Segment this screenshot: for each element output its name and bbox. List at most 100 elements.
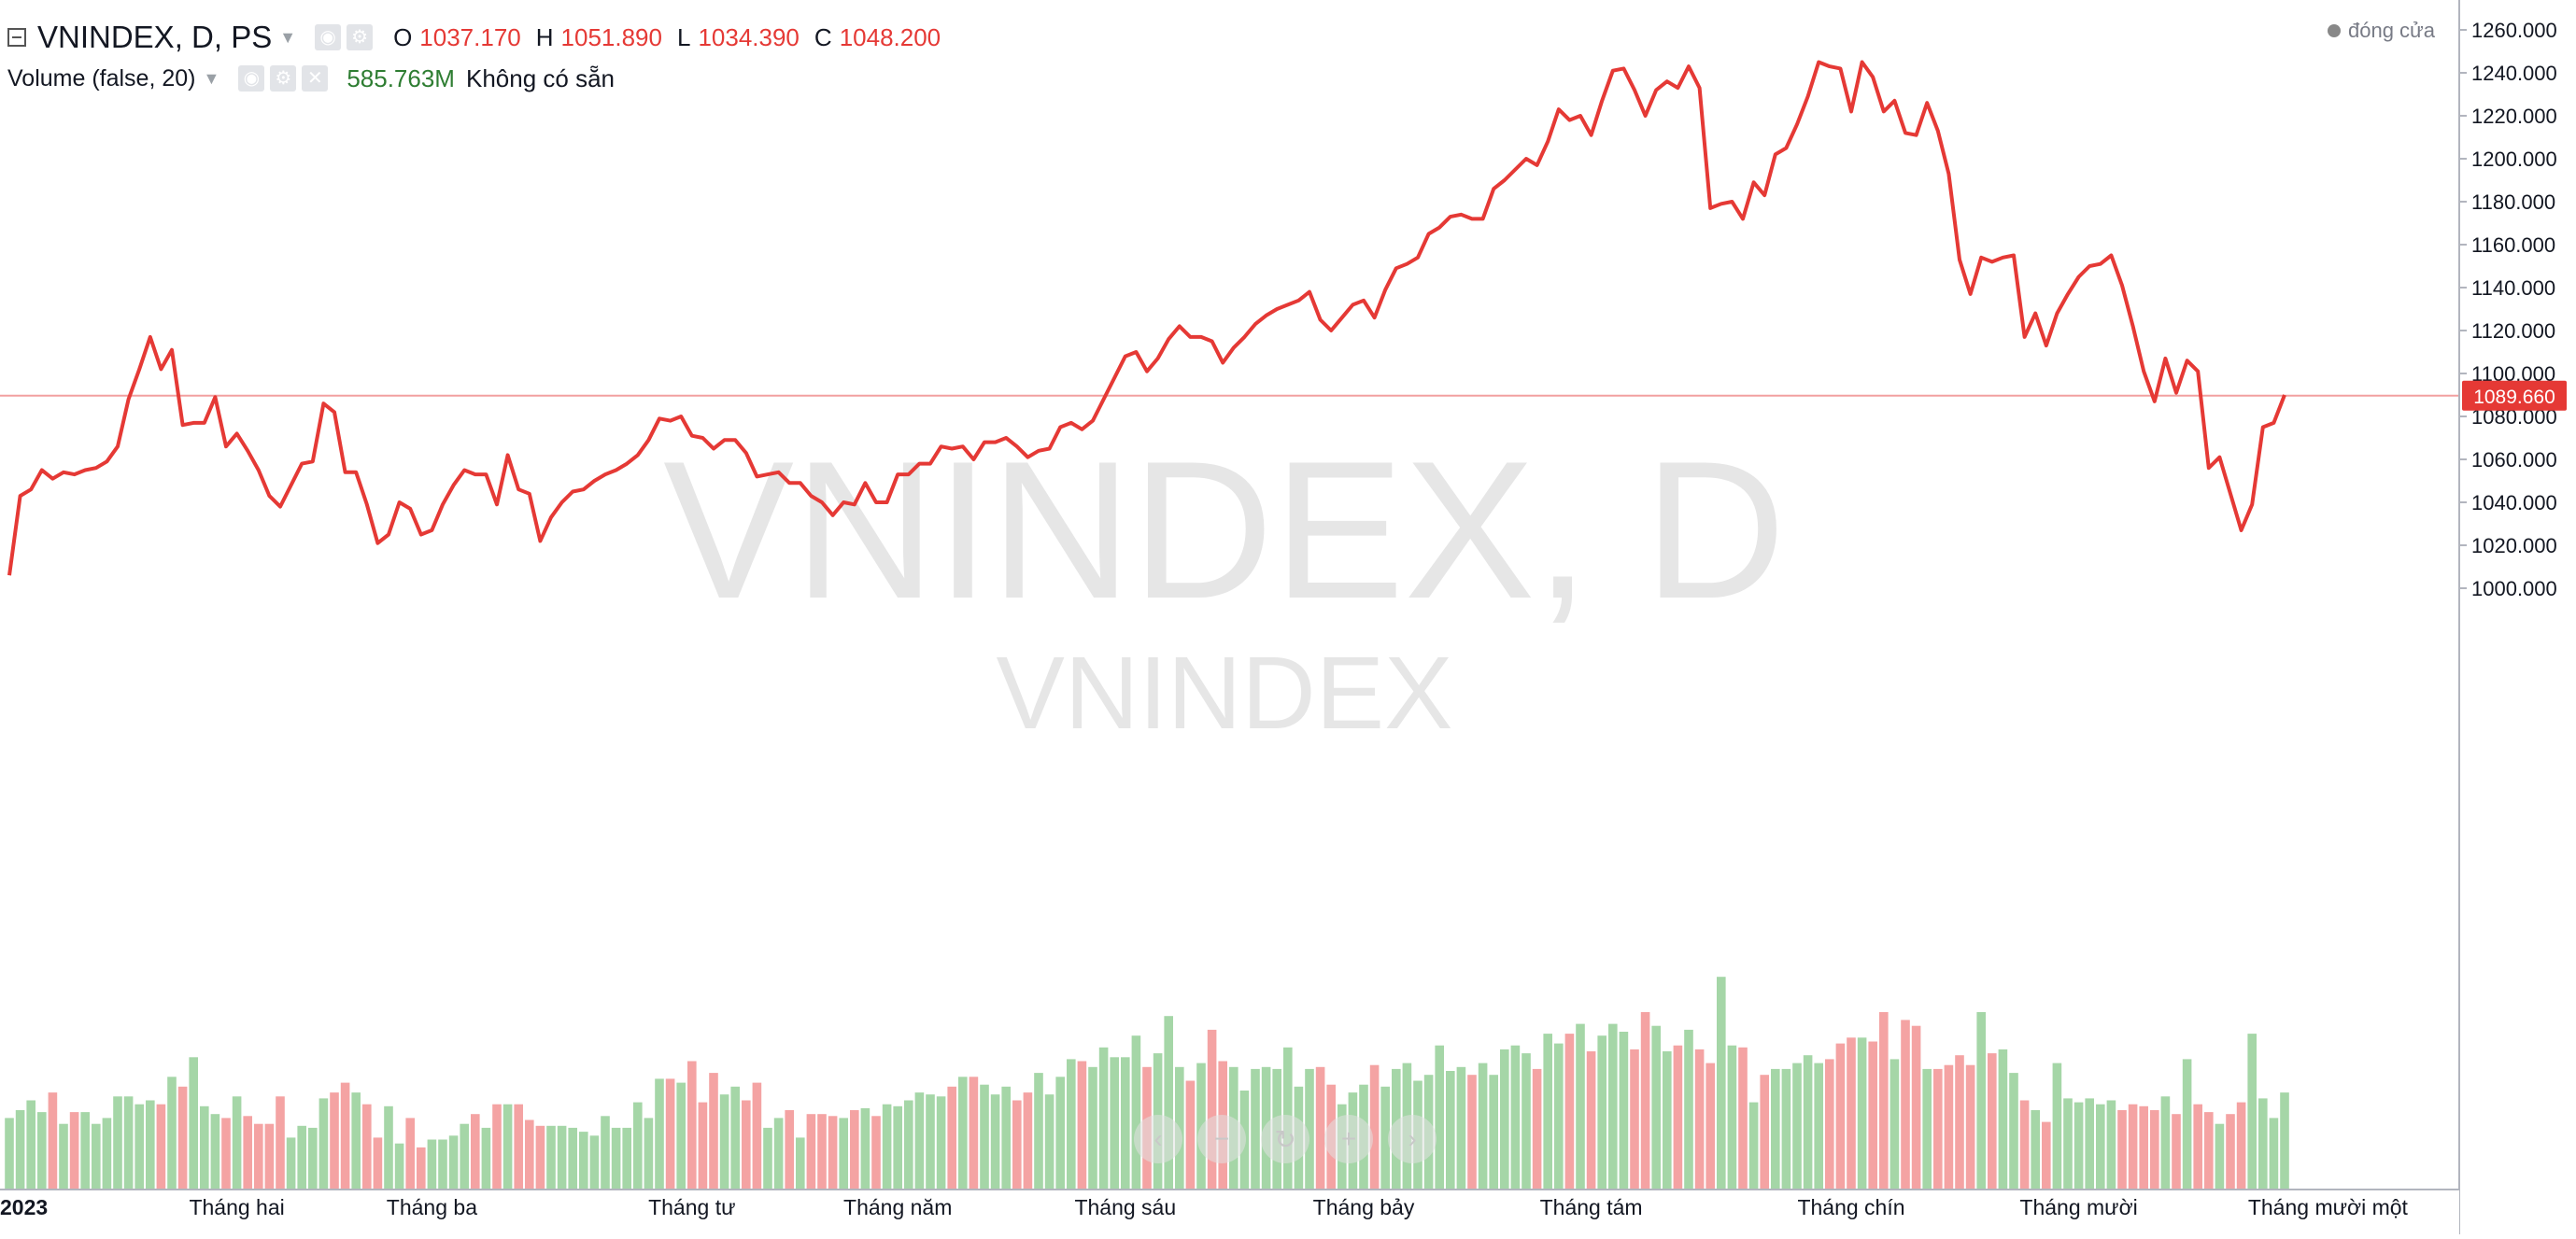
volume-bar <box>351 1092 361 1189</box>
chevron-down-icon[interactable]: ▼ <box>279 28 297 47</box>
volume-title[interactable]: Volume (false, 20) <box>7 65 196 92</box>
volume-bar <box>742 1100 751 1189</box>
volume-bar <box>2074 1102 2084 1189</box>
chevron-right-icon[interactable]: › <box>1388 1115 1437 1163</box>
close-icon[interactable]: ✕ <box>302 65 329 92</box>
gear-icon[interactable]: ⚙ <box>347 24 374 50</box>
volume-bar <box>221 1118 231 1189</box>
volume-bar <box>1717 977 1726 1189</box>
volume-bar <box>893 1105 902 1189</box>
volume-bar <box>1131 1035 1141 1189</box>
volume-bar <box>730 1086 740 1189</box>
volume-bar <box>2204 1112 2214 1189</box>
symbol-title[interactable]: VNINDEX, D, PS <box>37 20 273 54</box>
chevron-down-icon[interactable]: ▼ <box>203 69 220 88</box>
volume-bar <box>2019 1100 2030 1189</box>
volume-bar <box>2106 1100 2116 1189</box>
volume-bar <box>2258 1098 2268 1189</box>
volume-bar <box>448 1135 459 1189</box>
volume-bar <box>405 1118 415 1189</box>
volume-bar <box>1847 1037 1856 1189</box>
eye-icon[interactable]: ◉ <box>238 65 265 92</box>
volume-bar <box>1976 1012 1986 1189</box>
x-tick-label: Tháng mười một <box>2248 1195 2409 1219</box>
series-legend-row: VNINDEX, D, PS ▼ ◉ ⚙ O 1037.170 H 1051.8… <box>7 17 941 58</box>
volume-bar <box>113 1096 122 1189</box>
x-tick-label: Tháng bảy <box>1313 1195 1415 1219</box>
volume-bar <box>1164 1016 1173 1189</box>
price-axis-panel[interactable] <box>2459 0 2576 1234</box>
volume-bar <box>1088 1066 1097 1189</box>
time-axis: 2023 Tháng hai Tháng ba Tháng tư Tháng năm Th… <box>0 1195 2409 1219</box>
x-tick-label: Tháng hai <box>189 1195 284 1219</box>
price-line <box>7 60 2286 576</box>
volume-bar <box>340 1082 350 1189</box>
volume-bar <box>525 1119 534 1189</box>
volume-bar <box>2236 1102 2246 1189</box>
volume-bar <box>48 1092 58 1189</box>
collapse-icon[interactable] <box>7 28 26 47</box>
minus-icon[interactable]: − <box>1197 1115 1246 1163</box>
volume-bar <box>828 1116 838 1189</box>
close-label: đóng cửa <box>2348 19 2436 42</box>
x-tick-label: Tháng năm <box>843 1195 952 1219</box>
y-tick-label: 1180.000 <box>2471 190 2555 214</box>
volume-bar <box>2042 1121 2051 1189</box>
watermark: VNINDEX, D VNINDEX <box>663 420 1786 751</box>
low-value: 1034.390 <box>698 23 800 51</box>
volume-bar <box>1110 1057 1119 1189</box>
volume-bar <box>1835 1043 1846 1189</box>
time-axis-panel[interactable] <box>0 1190 2459 1234</box>
volume-bar <box>1630 1049 1639 1189</box>
volume-bar <box>904 1100 913 1189</box>
volume-bar <box>1998 1049 2008 1189</box>
volume-bar <box>969 1077 979 1189</box>
plus-icon[interactable]: + <box>1324 1115 1373 1163</box>
volume-bar <box>1619 1032 1629 1189</box>
volume-bar <box>1771 1068 1780 1189</box>
volume-bar <box>1922 1068 1932 1189</box>
chevron-left-icon[interactable]: ‹ <box>1134 1115 1182 1163</box>
volume-bar <box>362 1104 372 1189</box>
volume-bar <box>1988 1053 1997 1189</box>
volume-bar <box>492 1104 502 1189</box>
eye-icon[interactable]: ◉ <box>315 24 342 50</box>
volume-bar <box>1944 1064 1954 1189</box>
volume-bar <box>200 1105 209 1189</box>
gear-icon[interactable]: ⚙ <box>270 65 297 92</box>
volume-bar <box>1651 1025 1661 1189</box>
y-tick-label: 1000.000 <box>2471 577 2557 600</box>
volume-bar <box>2009 1073 2018 1189</box>
volume-bar <box>427 1139 437 1189</box>
volume-bar <box>644 1118 654 1189</box>
high-key: H <box>535 23 554 51</box>
y-tick-label: 1060.000 <box>2471 448 2557 472</box>
volume-bar <box>546 1125 556 1189</box>
volume-bar <box>481 1127 491 1189</box>
volume-bar <box>1911 1025 1921 1189</box>
volume-bar <box>1814 1063 1823 1189</box>
open-value: 1037.170 <box>419 23 521 51</box>
x-tick-label: 2023 <box>0 1195 48 1219</box>
x-tick-label: Tháng mười <box>2019 1195 2137 1219</box>
volume-bar <box>1868 1041 1877 1189</box>
volume-bar <box>1760 1075 1769 1189</box>
volume-bar <box>1706 1063 1715 1189</box>
volume-bar <box>1044 1094 1054 1189</box>
reset-icon[interactable]: ↻ <box>1261 1115 1309 1163</box>
y-tick-label: 1020.000 <box>2471 534 2557 557</box>
volume-bar <box>460 1123 469 1189</box>
volume-bar <box>471 1114 480 1189</box>
close-key: C <box>814 23 832 51</box>
volume-bar <box>2150 1110 2159 1189</box>
volume-bar <box>384 1105 393 1189</box>
volume-bar <box>1890 1059 1900 1189</box>
volume-bar <box>80 1112 90 1189</box>
volume-bar <box>1640 1012 1650 1189</box>
volume-bar <box>134 1104 144 1189</box>
volume-bar <box>579 1132 588 1189</box>
volume-bar <box>1576 1023 1585 1189</box>
volume-bar <box>655 1078 664 1189</box>
